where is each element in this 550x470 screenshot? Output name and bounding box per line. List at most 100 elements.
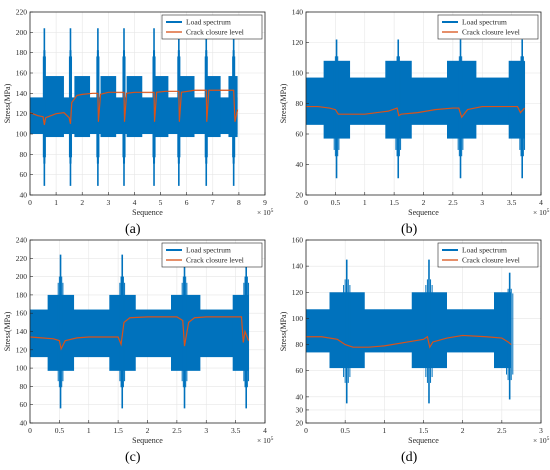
y-tick-label: 120 bbox=[16, 345, 28, 354]
x-tick-label: 0 bbox=[304, 426, 308, 435]
x-tick-label: 2 bbox=[146, 426, 150, 435]
y-tick-label: 120 bbox=[292, 38, 304, 47]
legend-box bbox=[161, 14, 263, 40]
x-tick-label: 1 bbox=[54, 198, 58, 207]
y-tick-label: 100 bbox=[16, 364, 28, 373]
legend-label: Crack closure level bbox=[462, 256, 520, 265]
legend-label: Load spectrum bbox=[462, 18, 507, 27]
y-tick-label: 60 bbox=[296, 130, 304, 139]
panel-label-a: (a) bbox=[125, 222, 141, 237]
x-axis-label: Sequence bbox=[132, 208, 163, 217]
x-tick-label: 3 bbox=[106, 198, 110, 207]
y-tick-label: 140 bbox=[16, 327, 28, 336]
x-tick-label: 2 bbox=[422, 198, 426, 207]
panel-label-b: (b) bbox=[401, 222, 418, 237]
legend-label: Load spectrum bbox=[186, 18, 231, 27]
y-tick-label: 100 bbox=[292, 314, 304, 323]
y-tick-label: 120 bbox=[292, 288, 304, 297]
x-tick-label: 4 bbox=[539, 198, 543, 207]
x-tick-label: 0 bbox=[28, 426, 32, 435]
x-exponent-power: 5 bbox=[547, 436, 550, 442]
load-spectrum-series bbox=[30, 28, 239, 186]
x-tick-label: 4 bbox=[133, 198, 137, 207]
x-tick-label: 2.5 bbox=[448, 198, 458, 207]
x-tick-label: 0.5 bbox=[340, 426, 350, 435]
x-axis-label: Sequence bbox=[408, 436, 439, 445]
axes-box bbox=[29, 11, 266, 196]
x-tick-label: 1.5 bbox=[419, 426, 429, 435]
load-block bbox=[43, 76, 64, 138]
load-spectrum-series bbox=[306, 39, 526, 179]
y-tick-label: 60 bbox=[20, 170, 28, 179]
y-tick-label: 40 bbox=[296, 392, 304, 401]
load-block bbox=[100, 76, 117, 138]
load-spectrum-series bbox=[30, 254, 250, 409]
x-tick-label: 5 bbox=[159, 198, 163, 207]
load-block bbox=[494, 292, 512, 369]
x-tick-label: 1.5 bbox=[389, 198, 399, 207]
x-exponent-label: × 105 bbox=[257, 208, 274, 217]
x-tick-label: 1 bbox=[382, 426, 386, 435]
x-tick-label: 1.5 bbox=[113, 426, 123, 435]
x-tick-label: 3 bbox=[204, 426, 208, 435]
y-tick-label: 200 bbox=[16, 272, 28, 281]
crack-closure-line bbox=[30, 89, 239, 125]
legend-box bbox=[437, 242, 539, 268]
x-tick-label: 2.5 bbox=[172, 426, 182, 435]
chart-panel-3: 0 0.5 1 1.5 2 2.5 3 3.5 4 40 60 80 100 120 140 160 180 20… bbox=[3, 236, 274, 446]
y-tick-label: 20 bbox=[296, 419, 304, 428]
x-exponent-power: 5 bbox=[271, 208, 274, 214]
load-block bbox=[178, 76, 195, 138]
y-tick-label: 40 bbox=[20, 419, 28, 428]
y-tick-label: 140 bbox=[16, 89, 28, 98]
load-spectrum-series bbox=[306, 259, 514, 404]
y-tick-label: 100 bbox=[292, 69, 304, 78]
x-tick-label: 3.5 bbox=[231, 426, 241, 435]
x-tick-label: 3 bbox=[480, 198, 484, 207]
x-tick-label: 2.5 bbox=[497, 426, 507, 435]
legend-box bbox=[437, 14, 539, 40]
y-tick-label: 180 bbox=[16, 290, 28, 299]
chart-panel-1: 0 1 2 3 4 5 6 7 8 9 40 60 80 100 120 140 160 180 200 220 × 1… bbox=[3, 8, 274, 218]
legend-box bbox=[161, 242, 263, 268]
x-tick-label: 3 bbox=[539, 426, 543, 435]
y-tick-label: 140 bbox=[292, 262, 304, 271]
y-tick-label: 60 bbox=[20, 400, 28, 409]
x-exponent-label: × 105 bbox=[257, 436, 274, 445]
legend-label: Crack closure level bbox=[186, 256, 244, 265]
chart-panel-2: 0 0.5 1 1.5 2 2.5 3 3.5 4 20 40 60 80 100 120 140 × 105 S… bbox=[279, 8, 550, 218]
y-tick-label: 160 bbox=[16, 309, 28, 318]
y-tick-label: 30 bbox=[296, 405, 304, 414]
panel-label-d: (d) bbox=[401, 450, 418, 465]
x-tick-label: 0 bbox=[28, 198, 32, 207]
y-tick-label: 240 bbox=[16, 236, 28, 245]
y-tick-label: 160 bbox=[292, 236, 304, 245]
legend-label: Load spectrum bbox=[186, 246, 231, 255]
chart-panel-4: 0 0.5 1 1.5 2 2.5 3 20 30 40 60 80 100 120 140 160 × 105… bbox=[279, 236, 550, 446]
y-tick-label: 80 bbox=[296, 99, 304, 108]
y-tick-label: 200 bbox=[16, 28, 28, 37]
x-tick-label: 2 bbox=[461, 426, 465, 435]
y-tick-label: 180 bbox=[16, 48, 28, 57]
y-axis-label: Stress(MPa) bbox=[279, 83, 288, 123]
y-tick-label: 80 bbox=[20, 382, 28, 391]
legend-label: Load spectrum bbox=[462, 246, 507, 255]
x-exponent-power: 5 bbox=[271, 436, 274, 442]
legend-label: Crack closure level bbox=[186, 28, 244, 37]
y-tick-label: 140 bbox=[292, 8, 304, 17]
load-block bbox=[74, 76, 91, 138]
y-tick-label: 120 bbox=[16, 109, 28, 118]
y-axis-label: Stress(MPa) bbox=[3, 311, 12, 351]
x-axis-label: Sequence bbox=[408, 208, 439, 217]
y-axis-label: Stress(MPa) bbox=[279, 311, 288, 351]
x-tick-label: 7 bbox=[211, 198, 215, 207]
crack-closure-line bbox=[30, 316, 250, 351]
x-tick-label: 8 bbox=[237, 198, 241, 207]
y-tick-label: 160 bbox=[16, 69, 28, 78]
y-tick-label: 40 bbox=[20, 191, 28, 200]
x-tick-label: 2 bbox=[80, 198, 84, 207]
